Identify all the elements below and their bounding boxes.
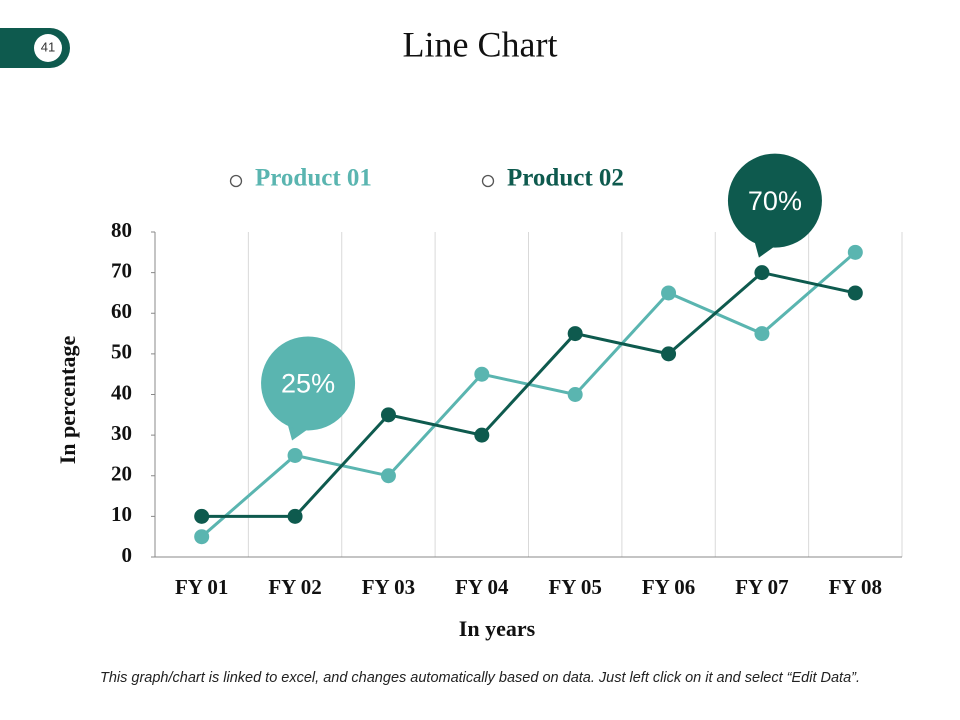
data-label: 25%: [281, 369, 335, 399]
x-tick-label: FY 01: [175, 575, 228, 599]
data-point: [474, 366, 490, 382]
legend-marker: [229, 174, 243, 188]
legend-label: Product 02: [507, 165, 624, 192]
data-point: [567, 387, 583, 402]
x-tick-label: FY 03: [362, 575, 415, 599]
y-tick-label: 10: [111, 502, 132, 526]
page-number: 41: [41, 39, 55, 54]
y-tick-label: 70: [111, 258, 132, 282]
footer-note: This graph/chart is linked to excel, and…: [100, 670, 860, 686]
x-tick-label: FY 05: [548, 575, 601, 599]
legend-marker: [481, 174, 495, 188]
y-tick-label: 60: [111, 299, 132, 323]
data-point: [847, 244, 863, 260]
x-tick-label: FY 07: [735, 575, 788, 599]
y-tick-label: 50: [111, 340, 132, 364]
y-tick-label: 0: [122, 543, 133, 567]
y-tick-label: 30: [111, 421, 132, 445]
data-point: [661, 346, 677, 362]
data-point: [567, 326, 583, 342]
data-point: [847, 285, 863, 301]
y-tick-label: 20: [111, 462, 132, 486]
x-axis-label: In years: [459, 616, 536, 641]
data-point: [754, 265, 770, 281]
data-point: [194, 529, 210, 545]
data-label: 70%: [748, 186, 802, 216]
data-point: [474, 427, 490, 443]
y-tick-label: 40: [111, 380, 132, 404]
x-tick-label: FY 02: [268, 575, 321, 599]
x-tick-label: FY 06: [642, 575, 695, 599]
x-tick-label: FY 04: [455, 575, 509, 599]
data-point: [380, 468, 396, 484]
series-line: [201, 270, 856, 518]
data-point: [287, 508, 303, 524]
page-badge: [34, 34, 62, 62]
callout-bubble: [727, 153, 822, 248]
data-point: [661, 285, 677, 301]
legend-label: Product 01: [255, 165, 372, 192]
data-point: [194, 508, 210, 524]
chart-title: Line Chart: [403, 24, 558, 64]
data-point: [287, 447, 303, 463]
data-point: [754, 326, 770, 342]
x-tick-label: FY 08: [829, 575, 882, 599]
y-tick-label: 80: [111, 218, 132, 242]
callout-bubble: [261, 336, 356, 431]
data-point: [380, 407, 396, 423]
y-axis-label: In percentage: [55, 336, 80, 465]
